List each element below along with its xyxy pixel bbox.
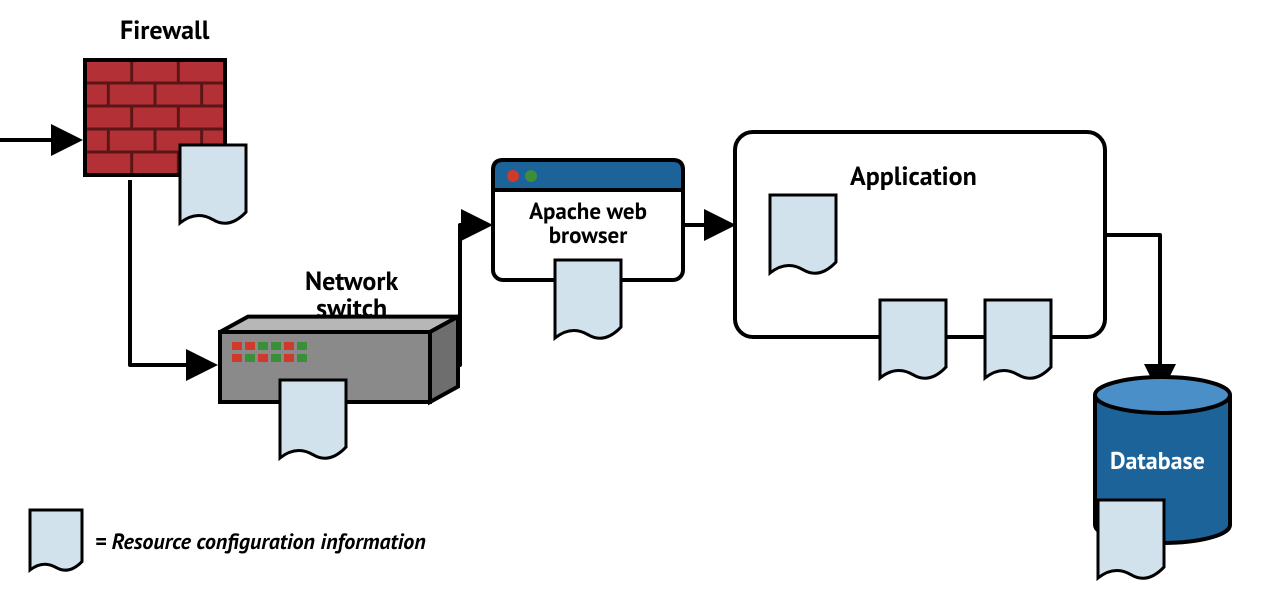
config-note <box>30 510 82 570</box>
config-note <box>880 300 946 378</box>
firewall-label: Firewall <box>120 14 209 47</box>
config-note <box>180 145 246 223</box>
switch-label: Network switch <box>305 268 398 323</box>
config-note <box>985 300 1051 378</box>
database-label: Database <box>1110 445 1205 476</box>
config-note <box>280 380 346 458</box>
application-label: Application <box>850 160 977 193</box>
diagram-canvas: Firewall Network switch Apache web brows… <box>0 0 1268 595</box>
legend-text: = Resource configuration information <box>95 528 426 556</box>
config-note <box>770 195 836 273</box>
diagram-svg <box>0 0 1268 595</box>
config-note <box>1098 500 1164 578</box>
config-note <box>555 260 621 338</box>
browser-label: Apache web browser <box>508 200 668 248</box>
